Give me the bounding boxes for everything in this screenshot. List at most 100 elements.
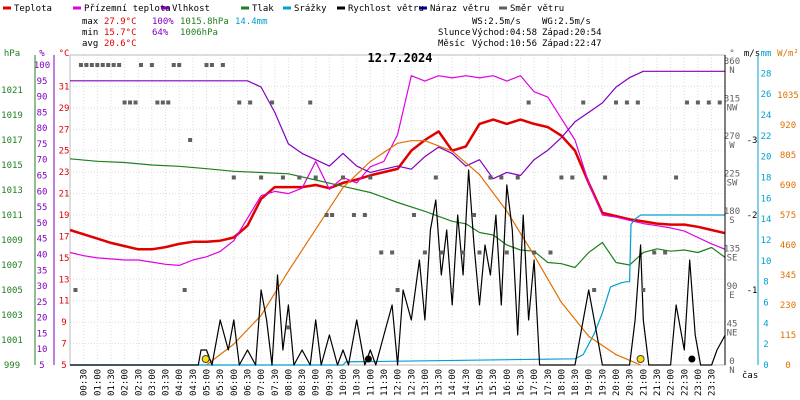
wind-direction-point [504, 250, 509, 255]
stats-max-temp: 27.9°C [104, 17, 137, 27]
wind-direction-point [439, 250, 444, 255]
tick-label-direction: 45 [727, 320, 738, 330]
moon-marker [688, 355, 696, 363]
wind-direction-point [526, 100, 531, 105]
legend-entry: Teplota [14, 4, 52, 14]
legend-entry: Směr větru [510, 4, 564, 14]
tick-label-hpa: 1007 [1, 261, 23, 271]
tick-label-ms: -1 [747, 286, 758, 296]
x-tick-label: 17:30 [544, 369, 554, 396]
tick-label-celsius: 15 [59, 254, 70, 264]
wind-direction-point [362, 213, 367, 217]
x-tick-label: 10:00 [339, 369, 349, 396]
wind-direction-point [390, 250, 395, 255]
tick-label-wm2: 115 [780, 331, 796, 341]
stats-avg-temp: 20.6°C [104, 39, 137, 49]
tick-label-percent: 75 [37, 140, 48, 150]
tick-label-hpa: 1003 [1, 311, 23, 321]
axis-label-ms: m/s [744, 49, 760, 59]
wind-direction-point [313, 175, 318, 180]
legend-entry: Přízemní teplota [84, 4, 171, 14]
x-tick-label: 11:30 [380, 369, 390, 396]
x-tick-label: 04:00 [175, 369, 185, 396]
wind-direction-point [188, 138, 193, 142]
wind-direction-point [237, 100, 242, 105]
tick-label-mm: 24 [761, 111, 772, 121]
tick-label-direction: 225 [724, 170, 740, 180]
tick-label-mm: 14 [761, 215, 772, 225]
axis-label-direction: ° [729, 49, 734, 59]
moon-rise: Východ:10:56 [472, 39, 537, 49]
wind-direction-point [472, 213, 477, 217]
tick-label-hpa: 1017 [1, 136, 23, 146]
wind-direction-point [280, 175, 285, 180]
sun-set: Západ:20:54 [542, 28, 602, 38]
tick-label-direction-name: SW [727, 179, 738, 189]
tick-label-wm2: 0 [785, 361, 790, 371]
tick-label-percent: 25 [37, 298, 48, 308]
series-line-1 [69, 75, 726, 266]
tick-label-mm: 6 [763, 299, 768, 309]
x-tick-label: 08:30 [298, 369, 308, 396]
tick-label-direction-name: NW [727, 104, 738, 114]
tick-label-percent: 35 [37, 266, 48, 276]
series-line-6 [70, 169, 726, 366]
wind-direction-point [635, 100, 640, 105]
x-tick-label: 16:30 [516, 369, 526, 396]
series-line-3 [69, 158, 726, 269]
stats-min-label: min [82, 28, 98, 38]
tick-label-direction: 270 [724, 132, 740, 142]
tick-label-wm2: 460 [780, 241, 796, 251]
tick-label-direction-name: S [729, 216, 734, 226]
tick-label-celsius: 19 [59, 211, 70, 221]
wind-direction-point [614, 100, 618, 105]
x-tick-label: 22:30 [680, 369, 690, 396]
wind-direction-point [570, 175, 575, 180]
tick-label-direction-name: W [729, 141, 735, 151]
wind-direction-point [652, 250, 657, 255]
wind-direction-point [559, 175, 564, 180]
x-tick-label: 05:00 [203, 369, 213, 396]
tick-label-mm: 20 [761, 153, 772, 163]
stats-max-label: max [82, 17, 99, 27]
wind-direction-point [111, 63, 116, 67]
x-tick-label: 02:30 [134, 369, 144, 396]
legend-entry: Srážky [294, 4, 327, 14]
tick-label-percent: 90 [37, 93, 48, 103]
axis-label-mm: mm [761, 49, 772, 59]
wind-direction-point [515, 175, 520, 180]
tick-label-mm: 0 [763, 361, 768, 371]
wind-direction-point [95, 63, 100, 67]
stats-block: max 27.9°C 100% 1015.8hPa 14.4mm min 15.… [82, 17, 268, 49]
series-line-5 [206, 140, 641, 366]
wind-direction-point [324, 213, 329, 217]
tick-label-wm2: 345 [780, 271, 796, 281]
x-tick-label: 12:00 [394, 369, 404, 396]
wind-direction-point [182, 288, 187, 292]
wind-direction-point [297, 175, 302, 180]
axes: hPa9991001100310051007100910111013101510… [1, 49, 799, 396]
axis-label-hpa: hPa [4, 49, 20, 59]
wind-direction-point [128, 100, 133, 105]
sun-moon-block: WS:2.5m/s WG:2.5m/s Slunce Východ:04:58 … [438, 17, 602, 49]
wind-direction-point [592, 288, 597, 292]
tick-label-wm2: 805 [780, 151, 796, 161]
tick-label-direction: 315 [724, 95, 740, 105]
wind-direction-point [231, 175, 236, 180]
tick-label-hpa: 1005 [1, 286, 23, 296]
wind-direction-point [117, 63, 122, 67]
moon-set: Západ:22:47 [542, 39, 602, 49]
tick-label-direction-name: SE [727, 254, 738, 264]
tick-label-hpa: 1011 [1, 211, 23, 221]
wind-direction-point [548, 250, 553, 255]
tick-label-direction-name: N [729, 66, 734, 76]
tick-label-hpa: 1015 [1, 161, 23, 171]
wind-direction-point [684, 100, 689, 105]
wind-direction-point [259, 175, 264, 180]
x-tick-label: 14:30 [462, 369, 472, 396]
wind-direction-point [286, 325, 291, 330]
wind-direction-point [581, 100, 586, 105]
plot-area [69, 63, 726, 366]
wind-direction-point [133, 100, 138, 105]
